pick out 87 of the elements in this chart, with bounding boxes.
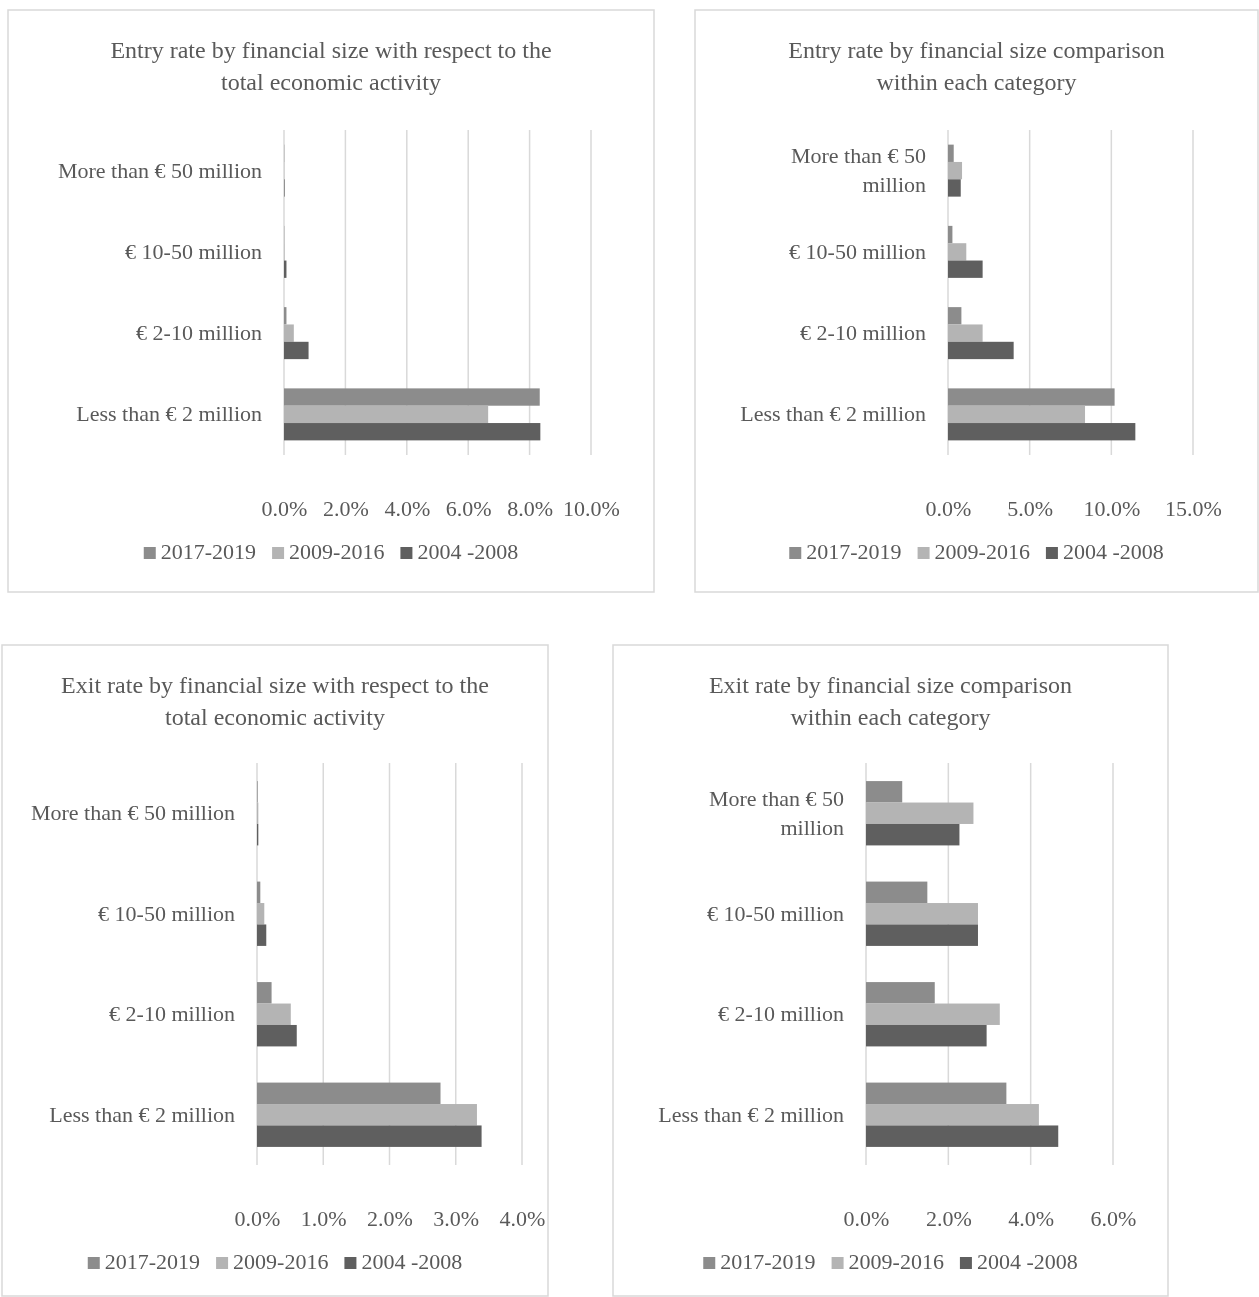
legend-label: 2009-2016: [934, 539, 1030, 564]
legend-label: 2009-2016: [289, 539, 385, 564]
y-tick-label: € 10-50 million: [98, 900, 235, 926]
bar: [948, 260, 983, 278]
x-tick-label: 4.0%: [499, 1205, 546, 1231]
x-tick-label: 1.0%: [300, 1205, 347, 1231]
bar: [866, 1024, 987, 1047]
x-tick-label: 4.0%: [384, 495, 431, 521]
chart-title: Exit rate by financial size comparison within each category: [708, 672, 1073, 730]
bar: [866, 1082, 1007, 1105]
bar: [257, 1024, 297, 1047]
bar: [257, 1082, 441, 1105]
y-tick-label: Less than € 2 million: [76, 401, 262, 427]
y-tick-label: € 2-10 million: [109, 1001, 235, 1027]
legend-label: 2004 -2008: [417, 539, 519, 564]
bar: [284, 423, 541, 441]
chart-title: Exit rate by financial size with respect to the total economic activity: [61, 672, 489, 730]
bar: [866, 823, 960, 846]
x-tick-label: 0.0%: [234, 1205, 281, 1231]
x-tick-label: 2.0%: [322, 495, 369, 521]
bar: [948, 324, 983, 342]
legend-label: 2009-2016: [848, 1249, 944, 1274]
bar: [257, 1003, 291, 1025]
bar: [257, 982, 272, 1004]
legend-label: 2017-2019: [720, 1249, 816, 1274]
bar: [284, 341, 309, 360]
bar: [866, 982, 935, 1004]
legend-label: 2017-2019: [806, 539, 902, 564]
bar: [948, 144, 954, 162]
bar: [948, 388, 1115, 406]
bar: [948, 341, 1014, 360]
bar: [948, 405, 1086, 424]
x-tick-label: 6.0%: [445, 495, 492, 521]
bar: [257, 903, 265, 925]
y-tick-label: Less than € 2 million: [49, 1101, 235, 1127]
bar: [948, 179, 961, 197]
bar: [948, 423, 1136, 441]
x-tick-label: 3.0%: [433, 1205, 480, 1231]
y-tick-label: € 10-50 million: [789, 238, 926, 264]
y-tick-label: € 10-50 million: [707, 900, 844, 926]
bar: [257, 924, 267, 946]
y-tick-label: Less than € 2 million: [740, 401, 926, 427]
y-tick-label: More than € 50 million: [708, 785, 844, 840]
bar: [257, 1125, 482, 1147]
x-tick-label: 0.0%: [925, 495, 972, 521]
x-tick-label: 8.0%: [507, 495, 554, 521]
y-tick-label: More than € 50 million: [57, 157, 262, 183]
y-tick-label: € 2-10 million: [718, 1001, 844, 1027]
bar: [284, 405, 489, 424]
bar: [257, 1104, 477, 1126]
x-tick-label: 0.0%: [261, 495, 308, 521]
x-tick-label: 15.0%: [1165, 495, 1222, 521]
bar: [866, 781, 903, 803]
y-tick-label: More than € 50 million: [790, 143, 926, 198]
bar: [866, 1125, 1059, 1147]
bar: [948, 243, 967, 261]
legend-label: 2009-2016: [233, 1249, 329, 1274]
legend-label: 2004 -2008: [1062, 539, 1164, 564]
bar: [866, 802, 974, 824]
legend-label: 2004 -2008: [361, 1249, 463, 1274]
y-tick-label: € 2-10 million: [800, 320, 926, 346]
x-tick-label: 5.0%: [1007, 495, 1054, 521]
x-tick-label: 6.0%: [1090, 1205, 1137, 1231]
bar: [866, 924, 978, 946]
bar: [866, 1104, 1039, 1126]
bar: [866, 1003, 1000, 1025]
y-tick-label: More than € 50 million: [30, 800, 235, 826]
bar: [284, 324, 294, 342]
y-tick-label: € 2-10 million: [136, 320, 262, 346]
bar: [866, 881, 928, 904]
chart-title: Entry rate by financial size comparison within each category: [788, 37, 1165, 95]
bar: [948, 307, 962, 325]
bar: [948, 161, 963, 180]
legend-label: 2004 -2008: [976, 1249, 1078, 1274]
bar: [284, 388, 540, 406]
x-tick-label: 2.0%: [925, 1205, 972, 1231]
chart-title: Entry rate by financial size with respect to the total economic activity: [110, 37, 552, 95]
legend-label: 2017-2019: [160, 539, 257, 564]
x-tick-label: 4.0%: [1008, 1205, 1055, 1231]
x-tick-label: 10.0%: [563, 495, 620, 521]
y-tick-label: Less than € 2 million: [658, 1101, 844, 1127]
bar: [866, 903, 978, 925]
x-tick-label: 10.0%: [1083, 495, 1141, 521]
legend-label: 2017-2019: [104, 1249, 201, 1274]
x-tick-label: 0.0%: [843, 1205, 890, 1231]
y-tick-label: € 10-50 million: [125, 238, 262, 264]
x-tick-label: 2.0%: [367, 1205, 413, 1231]
